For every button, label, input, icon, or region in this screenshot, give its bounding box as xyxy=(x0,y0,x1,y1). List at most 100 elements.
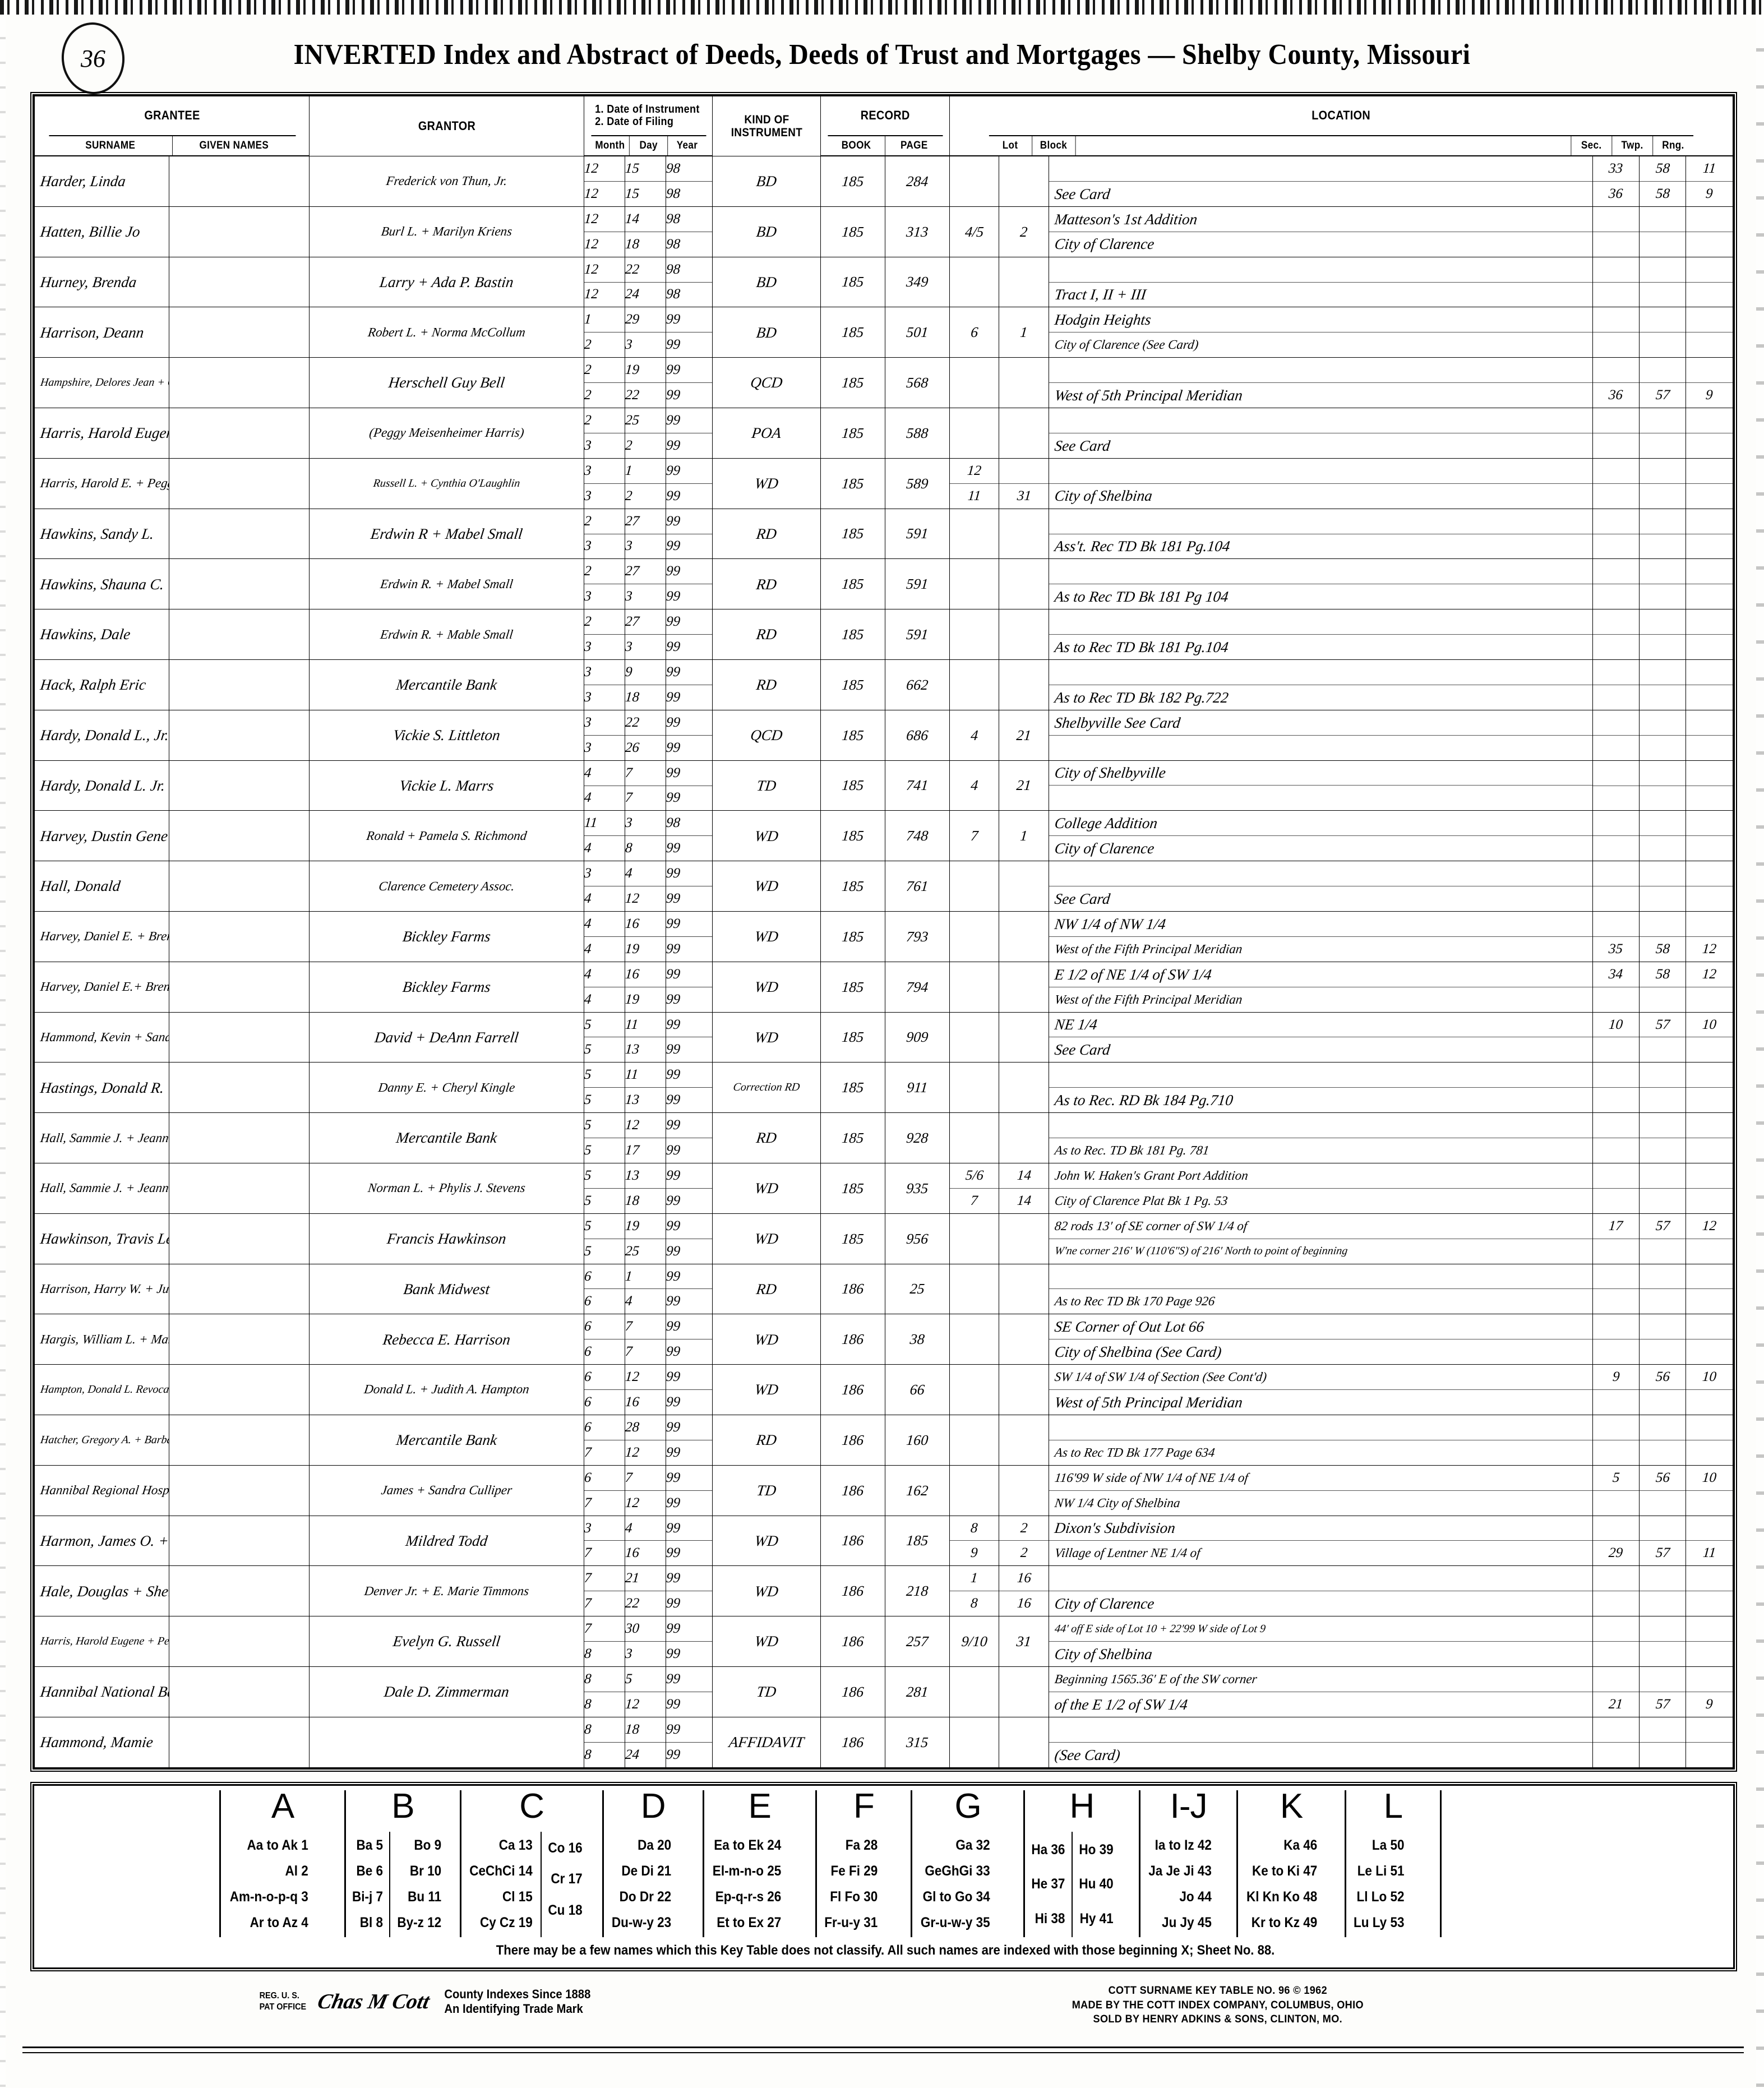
cell-year: 99 99 xyxy=(666,1666,713,1717)
location-description-1: E 1/2 of NE 1/4 of SW 1/4 xyxy=(1054,966,1213,983)
table-row: Hack, Ralph Eric Mercantile Bank 3 3 9 18 99 99… xyxy=(34,659,1733,710)
kind-of-instrument: RD xyxy=(755,626,778,643)
cell-block xyxy=(999,1213,1049,1264)
location-description-2: As to Rec TD Bk 182 Pg.722 xyxy=(1054,689,1230,706)
cell-given-names xyxy=(168,458,310,509)
day-filing: 4 xyxy=(625,1294,633,1309)
key-entry: Ar to Az 4 xyxy=(250,1915,308,1931)
cell-rng xyxy=(1686,558,1733,610)
cell-page: 66 xyxy=(885,1364,950,1415)
day-instrument: 21 xyxy=(625,1570,640,1586)
cell-page: 928 xyxy=(885,1112,950,1163)
location-description-2: NW 1/4 City of Shelbina xyxy=(1054,1495,1181,1510)
record-page: 748 xyxy=(906,828,929,844)
cell-page: 793 xyxy=(885,911,950,962)
cell-page: 686 xyxy=(885,709,950,761)
grantee-surname: Hale, Douglas + Shelly xyxy=(39,1582,169,1600)
key-entry: Fl Fo 30 xyxy=(830,1889,878,1905)
sec-upper: 34 xyxy=(1608,966,1624,982)
month-filing: 5 xyxy=(584,1243,592,1259)
cell-lot xyxy=(949,911,1000,962)
cell-kind: WD xyxy=(712,1213,821,1264)
cell-year: 99 99 xyxy=(666,1565,713,1617)
kind-of-instrument: BD xyxy=(755,173,778,190)
cell-surname: Hale, Douglas + Shelly xyxy=(34,1565,169,1617)
table-row: Hammond, Kevin + Sandra David + DeAnn Far… xyxy=(34,1011,1733,1063)
cell-month: 11 4 xyxy=(584,810,626,862)
cell-kind: WD xyxy=(712,1364,821,1415)
record-page: 591 xyxy=(906,576,929,593)
kind-of-instrument: WD xyxy=(754,1180,780,1197)
cell-location-description: As to Rec TD Bk 170 Page 926 xyxy=(1048,1263,1593,1315)
grantor-name: Donald L. + Judith A. Hampton xyxy=(363,1382,530,1397)
grantee-surname: Harris, Harold E. + Peggy M xyxy=(39,476,169,491)
cell-lot xyxy=(949,408,1000,459)
key-entry: Do Dr 22 xyxy=(619,1889,671,1905)
key-entry: Ep-q-r-s 26 xyxy=(715,1889,781,1905)
grantor-name: Mildred Todd xyxy=(404,1532,489,1549)
month-instrument: 5 xyxy=(584,1067,592,1083)
cell-year: 99 99 xyxy=(666,709,713,761)
year-instrument: 99 xyxy=(666,664,681,680)
cell-grantor: Mercantile Bank xyxy=(309,659,585,710)
cell-lot xyxy=(949,558,1000,610)
year-filing: 99 xyxy=(666,1596,681,1611)
cell-surname: Hastings, Donald R. xyxy=(34,1062,169,1114)
grantee-surname: Harris, Harold Eugene + Peggy M. xyxy=(39,1635,169,1648)
key-entry: Ll Lo 52 xyxy=(1356,1889,1405,1905)
cell-day: 27 3 xyxy=(625,609,667,660)
cell-year: 99 99 xyxy=(666,1515,713,1567)
day-instrument: 16 xyxy=(625,966,640,982)
cell-location-description: Shelbyville See Card xyxy=(1048,709,1593,761)
key-group-e: E Ea to Ek 24 El-m-n-o 25 Ep-q-r-s 26 Et to … xyxy=(704,1789,817,1937)
year-filing: 99 xyxy=(666,387,681,403)
cell-given-names xyxy=(168,760,310,811)
record-page: 591 xyxy=(906,525,929,542)
grantee-surname: Hall, Sammie J. + Jeanne Hall xyxy=(39,1130,169,1145)
cell-book: 186 xyxy=(820,1414,886,1466)
cell-location-description: NW 1/4 of NW 1/4 West of the Fifth Princi… xyxy=(1048,911,1593,962)
location-description-2: As to Rec TD Bk 181 Pg.104 xyxy=(1054,638,1230,655)
table-row: Harris, Harold Eugene + Peggy M. Evelyn G… xyxy=(34,1616,1733,1667)
day-instrument: 22 xyxy=(625,261,640,277)
kind-of-instrument: BD xyxy=(755,223,778,241)
cell-grantor: Clarence Cemetery Assoc. xyxy=(309,861,585,912)
cell-twp xyxy=(1639,508,1687,560)
month-instrument: 5 xyxy=(584,1017,592,1032)
cell-surname: Hurney, Brenda xyxy=(34,256,169,308)
kind-of-instrument: Correction RD xyxy=(732,1081,801,1094)
grantee-surname: Harrison, Deann xyxy=(39,324,145,341)
cell-sec: 21 xyxy=(1592,1666,1640,1717)
record-book: 185 xyxy=(841,525,865,542)
cell-lot xyxy=(949,1011,1000,1063)
header-desc xyxy=(1075,136,1572,155)
cell-lot xyxy=(949,1314,1000,1365)
twp-lower: 57 xyxy=(1655,387,1670,403)
cell-page: 662 xyxy=(885,659,950,710)
table-row: Hawkinson, Travis Lee Francis Hawkinson 5 5… xyxy=(34,1213,1733,1264)
cell-year: 98 98 xyxy=(666,206,713,257)
cell-rng xyxy=(1686,458,1733,509)
key-entry: La 50 xyxy=(1372,1837,1405,1854)
month-filing: 3 xyxy=(584,589,592,604)
cell-block xyxy=(999,256,1049,308)
year-filing: 99 xyxy=(666,1042,681,1057)
grantee-surname: Hannibal Regional Hospital xyxy=(39,1483,169,1498)
cell-location-description: NE 1/4 See Card xyxy=(1048,1011,1593,1063)
header-record: RECORD BOOK PAGE xyxy=(826,96,944,156)
imprint-right: COTT SURNAME KEY TABLE NO. 96 © 1962 MAD… xyxy=(1072,1984,1364,2027)
lot-number: 4 xyxy=(969,727,979,743)
cell-block: 2 xyxy=(999,206,1049,257)
record-book: 185 xyxy=(841,676,865,693)
year-instrument: 99 xyxy=(666,1470,681,1485)
location-description-2: West of 5th Principal Meridian xyxy=(1054,386,1244,404)
grantee-surname: Harvey, Daniel E.+ Brenda K. xyxy=(39,980,169,994)
location-description-2: City of Shelbina xyxy=(1054,487,1153,505)
grantee-surname: Hammond, Mamie xyxy=(39,1734,154,1751)
cell-day: 12 16 xyxy=(625,1364,667,1415)
key-entry: Bl 8 xyxy=(359,1915,384,1931)
location-description-2: Tract I, II + III xyxy=(1054,286,1147,303)
